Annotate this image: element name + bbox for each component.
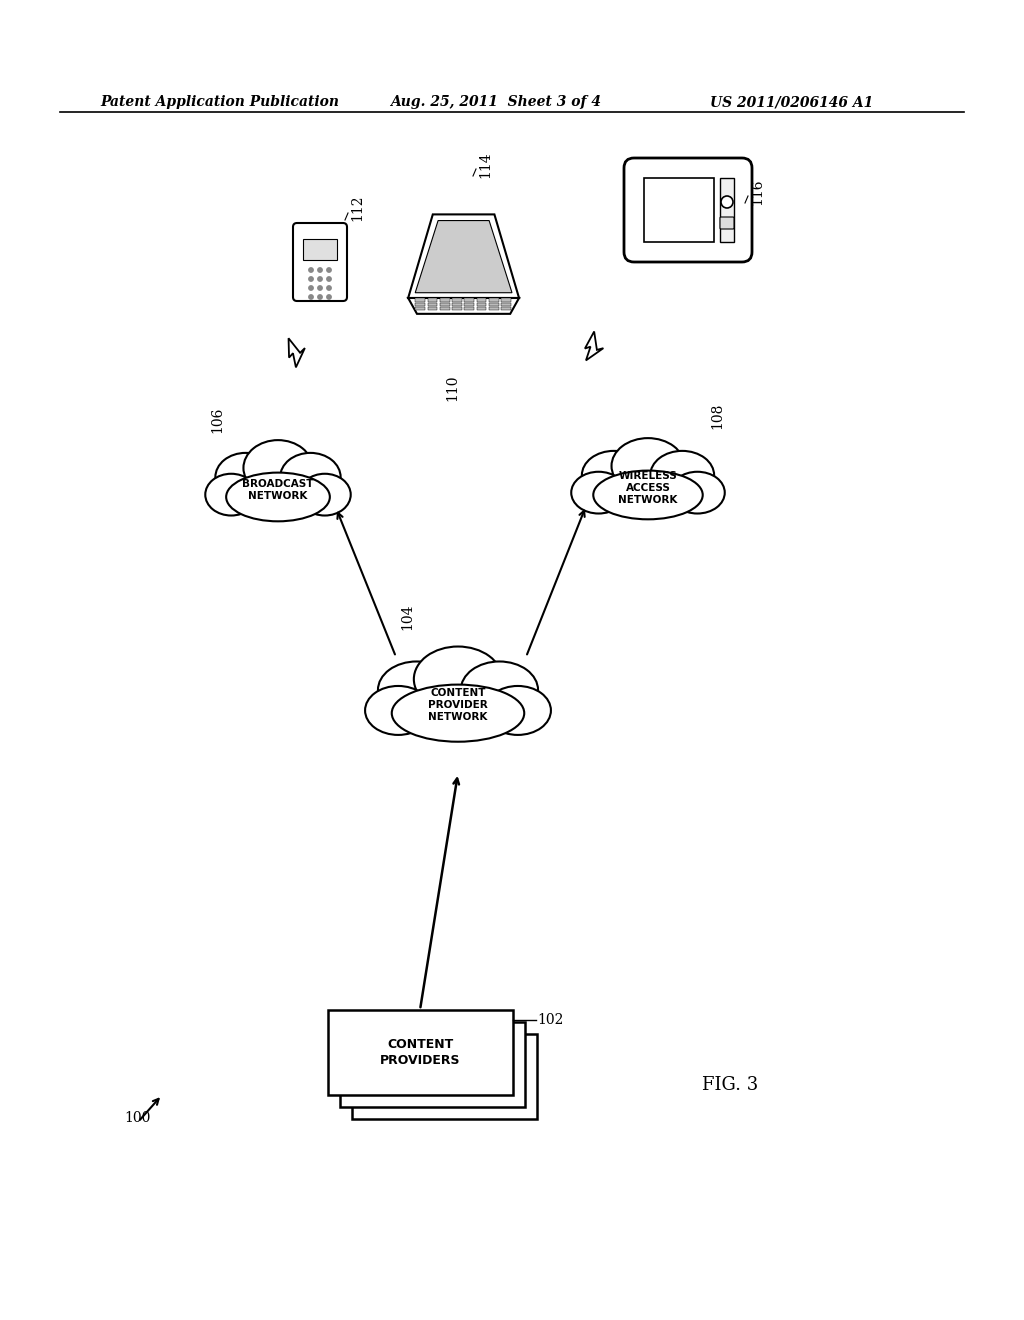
FancyBboxPatch shape <box>477 298 486 301</box>
Circle shape <box>309 277 313 281</box>
FancyBboxPatch shape <box>489 308 499 310</box>
Text: 100: 100 <box>125 1111 152 1125</box>
Text: 106: 106 <box>210 407 224 433</box>
Text: Patent Application Publication: Patent Application Publication <box>100 95 339 110</box>
FancyBboxPatch shape <box>415 298 425 301</box>
Ellipse shape <box>414 647 502 711</box>
Ellipse shape <box>244 440 312 496</box>
Text: BROADCAST
NETWORK: BROADCAST NETWORK <box>243 479 313 500</box>
Ellipse shape <box>650 451 714 499</box>
FancyBboxPatch shape <box>489 298 499 301</box>
Circle shape <box>327 294 331 300</box>
FancyBboxPatch shape <box>440 308 450 310</box>
FancyBboxPatch shape <box>453 308 462 310</box>
Text: 114: 114 <box>478 152 492 178</box>
FancyBboxPatch shape <box>303 239 337 260</box>
FancyBboxPatch shape <box>477 308 486 310</box>
Circle shape <box>317 277 323 281</box>
Text: 104: 104 <box>400 603 414 630</box>
Polygon shape <box>585 331 603 360</box>
Circle shape <box>721 195 733 209</box>
FancyBboxPatch shape <box>328 1010 512 1096</box>
Ellipse shape <box>593 471 702 519</box>
FancyBboxPatch shape <box>428 298 437 301</box>
Text: 116: 116 <box>750 178 764 205</box>
FancyBboxPatch shape <box>293 223 347 301</box>
Ellipse shape <box>484 686 551 735</box>
FancyBboxPatch shape <box>644 178 714 242</box>
Ellipse shape <box>378 661 456 718</box>
Text: CONTENT
PROVIDERS: CONTENT PROVIDERS <box>380 1039 460 1067</box>
Text: CONTENT
PROVIDER
NETWORK: CONTENT PROVIDER NETWORK <box>428 689 487 722</box>
Polygon shape <box>409 298 519 314</box>
Circle shape <box>317 268 323 272</box>
FancyBboxPatch shape <box>477 302 486 306</box>
FancyBboxPatch shape <box>428 302 437 306</box>
Circle shape <box>309 286 313 290</box>
FancyBboxPatch shape <box>720 216 734 228</box>
Ellipse shape <box>670 471 725 513</box>
Ellipse shape <box>392 685 524 742</box>
Circle shape <box>327 268 331 272</box>
FancyBboxPatch shape <box>415 308 425 310</box>
Text: 110: 110 <box>445 375 459 401</box>
Circle shape <box>309 268 313 272</box>
FancyBboxPatch shape <box>489 302 499 306</box>
Ellipse shape <box>611 438 684 494</box>
FancyBboxPatch shape <box>415 302 425 306</box>
FancyBboxPatch shape <box>465 302 474 306</box>
Text: 102: 102 <box>538 1012 564 1027</box>
FancyBboxPatch shape <box>453 302 462 306</box>
Ellipse shape <box>226 473 330 521</box>
Circle shape <box>309 294 313 300</box>
Text: 112: 112 <box>350 195 364 222</box>
Polygon shape <box>289 338 305 367</box>
FancyBboxPatch shape <box>624 158 752 261</box>
Circle shape <box>317 294 323 300</box>
FancyBboxPatch shape <box>453 298 462 301</box>
Text: FIG. 3: FIG. 3 <box>701 1076 758 1094</box>
FancyBboxPatch shape <box>465 308 474 310</box>
Ellipse shape <box>461 661 538 718</box>
FancyBboxPatch shape <box>340 1022 524 1107</box>
FancyBboxPatch shape <box>502 298 511 301</box>
FancyBboxPatch shape <box>720 178 734 242</box>
FancyBboxPatch shape <box>502 308 511 310</box>
Polygon shape <box>415 220 512 293</box>
Ellipse shape <box>571 471 626 513</box>
FancyBboxPatch shape <box>440 302 450 306</box>
FancyBboxPatch shape <box>465 298 474 301</box>
Ellipse shape <box>205 474 257 516</box>
Ellipse shape <box>215 453 275 502</box>
Ellipse shape <box>281 453 341 502</box>
Ellipse shape <box>299 474 350 516</box>
Circle shape <box>327 277 331 281</box>
Text: 108: 108 <box>710 403 724 429</box>
Text: WIRELESS
ACCESS
NETWORK: WIRELESS ACCESS NETWORK <box>618 471 678 504</box>
Polygon shape <box>409 214 519 298</box>
Ellipse shape <box>366 686 431 735</box>
Ellipse shape <box>582 451 646 499</box>
FancyBboxPatch shape <box>502 302 511 306</box>
Text: Aug. 25, 2011  Sheet 3 of 4: Aug. 25, 2011 Sheet 3 of 4 <box>390 95 601 110</box>
Circle shape <box>317 286 323 290</box>
FancyBboxPatch shape <box>428 308 437 310</box>
FancyBboxPatch shape <box>440 298 450 301</box>
Text: US 2011/0206146 A1: US 2011/0206146 A1 <box>710 95 873 110</box>
FancyBboxPatch shape <box>351 1034 537 1119</box>
Circle shape <box>327 286 331 290</box>
